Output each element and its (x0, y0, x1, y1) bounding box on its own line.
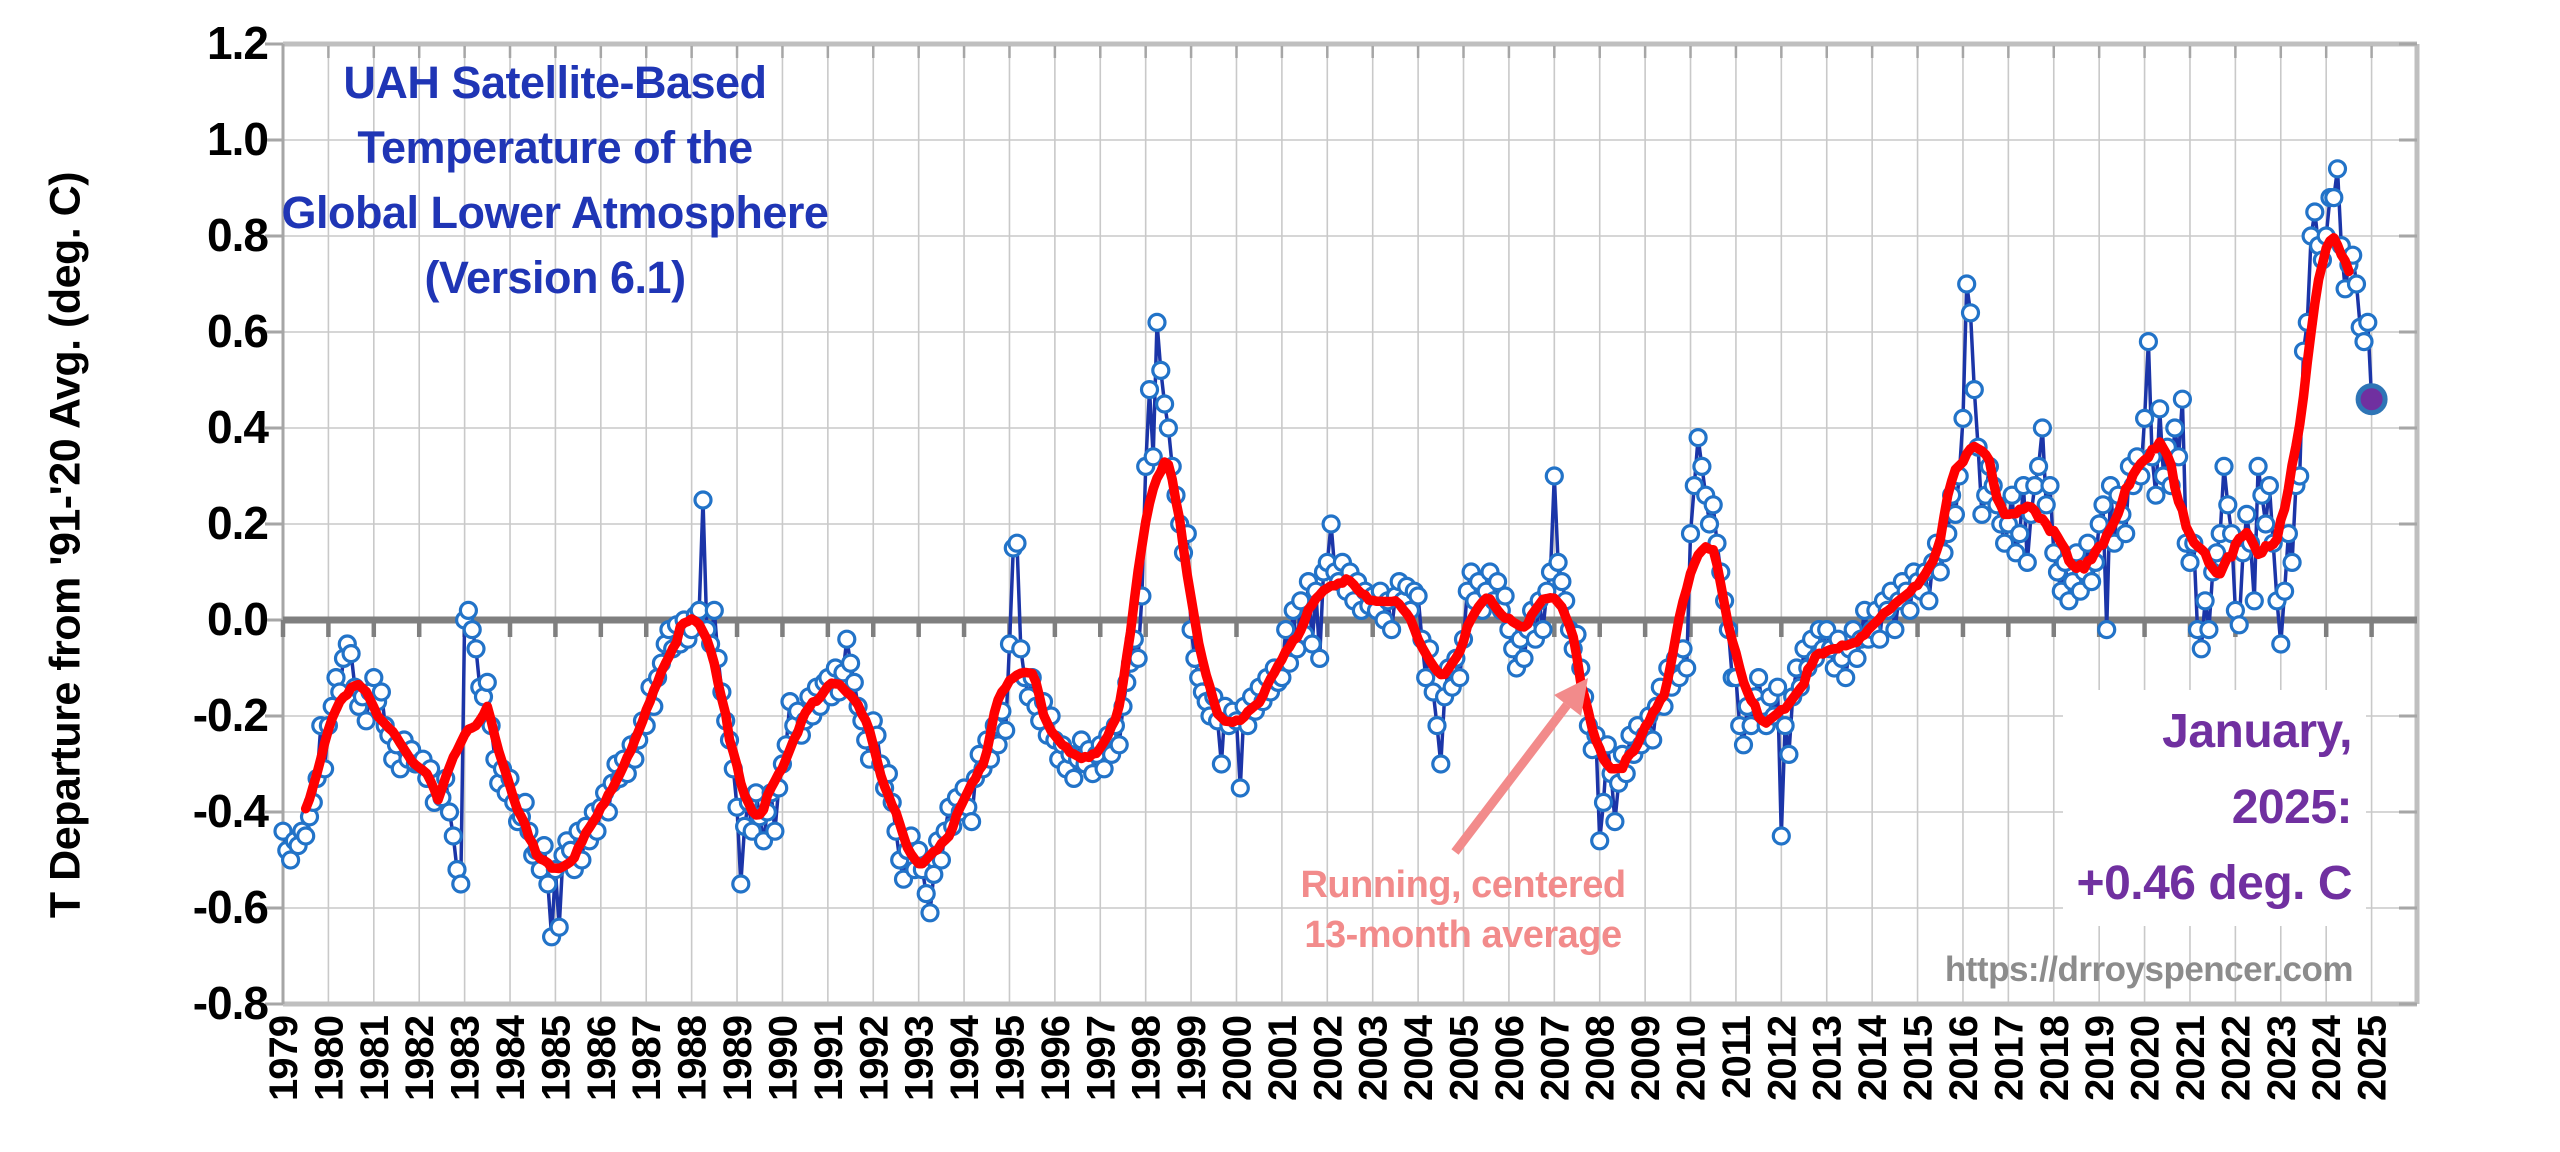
svg-text:1999: 1999 (1170, 1016, 1214, 1101)
website-watermark: https://drroyspencer.com (1944, 950, 2354, 989)
horizontal-gridlines (283, 139, 2417, 909)
svg-text:2011: 2011 (1715, 1015, 1759, 1099)
svg-text:1980: 1980 (307, 1016, 351, 1101)
svg-text:2016: 2016 (1942, 1016, 1986, 1101)
average-series-line (300, 233, 2354, 874)
svg-text:1982: 1982 (398, 1016, 442, 1101)
svg-text:2000: 2000 (1215, 1016, 1259, 1101)
average-annotation-label: Running, centered 13-month average (1300, 864, 1626, 956)
svg-text:0.6: 0.6 (207, 305, 268, 357)
svg-text:1994: 1994 (943, 1014, 987, 1101)
svg-text:-0.2: -0.2 (193, 689, 268, 741)
svg-text:2024: 2024 (2305, 1014, 2349, 1101)
svg-text:2020: 2020 (2124, 1016, 2168, 1101)
svg-text:2010: 2010 (1670, 1016, 1714, 1101)
svg-text:0.4: 0.4 (207, 401, 269, 453)
svg-text:1988: 1988 (671, 1015, 715, 1101)
svg-text:2009: 2009 (1624, 1016, 1668, 1101)
svg-text:2002: 2002 (1306, 1016, 1350, 1101)
svg-text:2025: 2025 (2351, 1015, 2395, 1101)
svg-text:1996: 1996 (1034, 1016, 1078, 1101)
svg-text:2004: 2004 (1397, 1014, 1441, 1101)
svg-text:2007: 2007 (1533, 1016, 1577, 1101)
last-point-marker (2355, 383, 2388, 416)
svg-text:2019: 2019 (2078, 1016, 2122, 1101)
svg-text:1991: 1991 (807, 1015, 851, 1101)
svg-text:2001: 2001 (1261, 1015, 1305, 1101)
y-axis-title: T Departure from '91-'20 Avg. (deg. C) (41, 171, 90, 919)
svg-text:2012: 2012 (1760, 1016, 1804, 1101)
zero-axis (280, 616, 2417, 637)
svg-text:2015: 2015 (1897, 1015, 1941, 1101)
svg-text:1981: 1981 (353, 1015, 397, 1101)
svg-text:-0.8: -0.8 (193, 977, 269, 1029)
svg-text:1.0: 1.0 (207, 113, 268, 165)
x-tick-labels: 1979 1980 1981 1982 1983 1984 1985 1986 1987 1988… (262, 1014, 2395, 1101)
svg-text:2022: 2022 (2214, 1016, 2258, 1101)
svg-text:1.2: 1.2 (207, 17, 268, 69)
svg-text:2023: 2023 (2260, 1016, 2304, 1101)
y-tick-labels: 1.2 1.0 0.8 0.6 0.4 0.2 0.0 -0.2 -0.4 -0.6 -0.8 (193, 17, 271, 1029)
svg-text:-0.6: -0.6 (193, 881, 268, 933)
svg-text:1985: 1985 (534, 1015, 578, 1101)
svg-text:2021: 2021 (2169, 1015, 2213, 1101)
svg-text:2005: 2005 (1443, 1015, 1487, 1101)
chart-title: UAH Satellite-Based Temperature of the G… (281, 57, 829, 303)
svg-text:2006: 2006 (1488, 1016, 1532, 1101)
axis-ticks (265, 42, 2417, 1006)
svg-text:1984: 1984 (489, 1014, 533, 1101)
annotation-arrow (1451, 678, 1588, 855)
svg-text:0.2: 0.2 (207, 497, 268, 549)
svg-text:1998: 1998 (1125, 1015, 1169, 1101)
svg-text:2014: 2014 (1851, 1014, 1895, 1101)
svg-text:1997: 1997 (1079, 1016, 1123, 1101)
svg-text:2018: 2018 (2033, 1015, 2077, 1101)
svg-text:1987: 1987 (625, 1016, 669, 1101)
svg-text:1986: 1986 (580, 1016, 624, 1101)
svg-text:1993: 1993 (898, 1016, 942, 1101)
latest-value-callout: January, 2025: +0.46 deg. C (2062, 690, 2366, 926)
svg-text:0.0: 0.0 (207, 593, 268, 645)
svg-text:1983: 1983 (444, 1016, 488, 1101)
svg-text:0.8: 0.8 (207, 209, 268, 261)
svg-text:2013: 2013 (1806, 1016, 1850, 1101)
svg-text:2003: 2003 (1352, 1016, 1396, 1101)
svg-text:1989: 1989 (716, 1016, 760, 1101)
svg-text:2008: 2008 (1579, 1015, 1623, 1101)
svg-text:1979: 1979 (262, 1016, 306, 1101)
svg-text:-0.4: -0.4 (193, 785, 270, 837)
svg-text:1990: 1990 (761, 1016, 805, 1101)
svg-text:1995: 1995 (988, 1015, 1032, 1101)
svg-text:1992: 1992 (852, 1016, 896, 1101)
svg-text:2017: 2017 (1987, 1016, 2031, 1101)
